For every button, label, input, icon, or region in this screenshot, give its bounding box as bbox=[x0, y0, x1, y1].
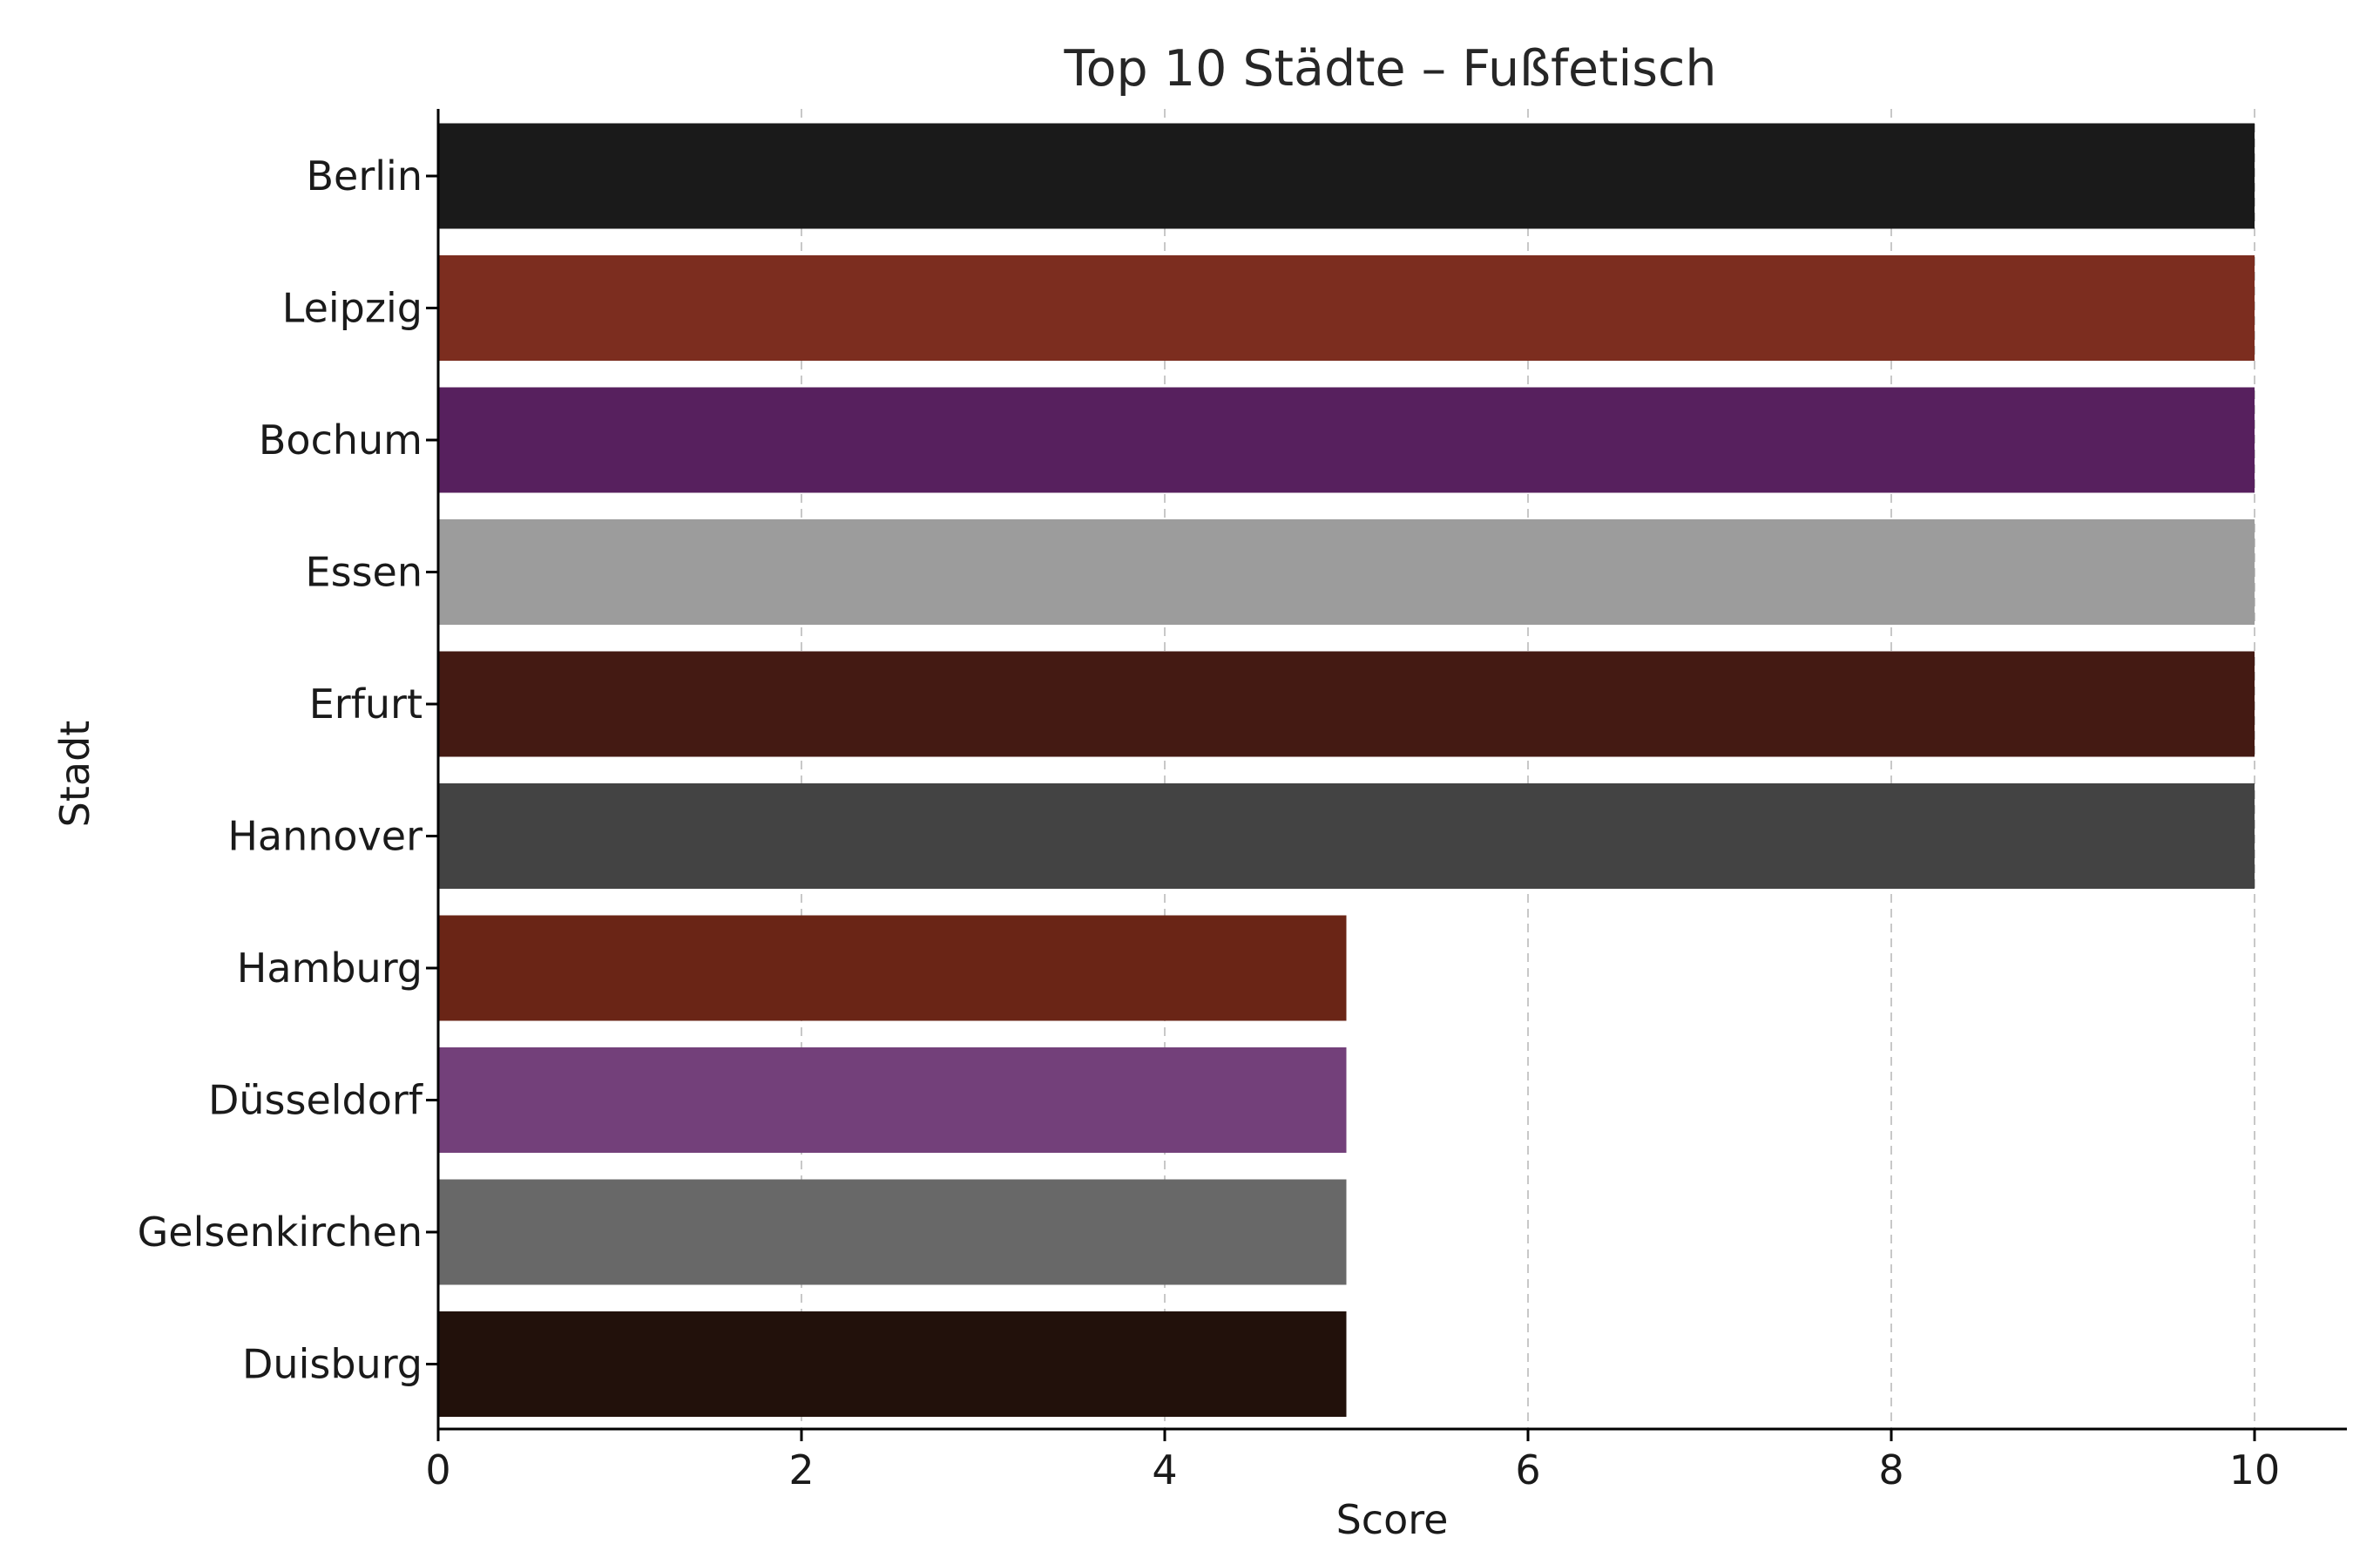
y-tick-label: Erfurt bbox=[309, 681, 423, 728]
bar bbox=[438, 651, 2255, 757]
x-tick-label: 2 bbox=[788, 1446, 814, 1493]
bar bbox=[438, 123, 2255, 229]
bars bbox=[438, 123, 2255, 1417]
x-tick-label: 4 bbox=[1152, 1446, 1177, 1493]
y-tick-label: Gelsenkirchen bbox=[138, 1209, 423, 1256]
bar bbox=[438, 1179, 1347, 1285]
y-ticks: Berlin Leipzig Bochum Essen Erfurt Hannover Ha… bbox=[138, 152, 438, 1388]
y-tick-label: Essen bbox=[306, 549, 423, 596]
x-axis-label: Score bbox=[1336, 1496, 1449, 1543]
bar bbox=[438, 915, 1347, 1021]
chart-title: Top 10 Städte – Fußfetisch bbox=[1064, 40, 1717, 98]
x-tick-label: 0 bbox=[425, 1446, 450, 1493]
y-tick-label: Bochum bbox=[259, 417, 423, 464]
bar bbox=[438, 387, 2255, 493]
bar bbox=[438, 519, 2255, 625]
axes bbox=[436, 109, 2347, 1431]
y-tick-label: Leipzig bbox=[282, 285, 423, 332]
y-tick-label: Düsseldorf bbox=[208, 1077, 424, 1124]
x-tick-label: 8 bbox=[1878, 1446, 1903, 1493]
x-tick-label: 6 bbox=[1515, 1446, 1540, 1493]
y-tick-label: Hannover bbox=[227, 813, 423, 860]
x-ticks: 0 2 4 6 8 10 bbox=[425, 1429, 2280, 1493]
y-axis-label: Stadt bbox=[51, 721, 98, 828]
bar bbox=[438, 1047, 1347, 1153]
bar bbox=[438, 783, 2255, 889]
y-tick-label: Duisburg bbox=[242, 1341, 423, 1388]
bar bbox=[438, 1311, 1347, 1417]
bar bbox=[438, 255, 2255, 361]
y-tick-label: Hamburg bbox=[237, 945, 423, 992]
y-tick-label: Berlin bbox=[307, 152, 423, 200]
x-tick-label: 10 bbox=[2229, 1446, 2281, 1493]
